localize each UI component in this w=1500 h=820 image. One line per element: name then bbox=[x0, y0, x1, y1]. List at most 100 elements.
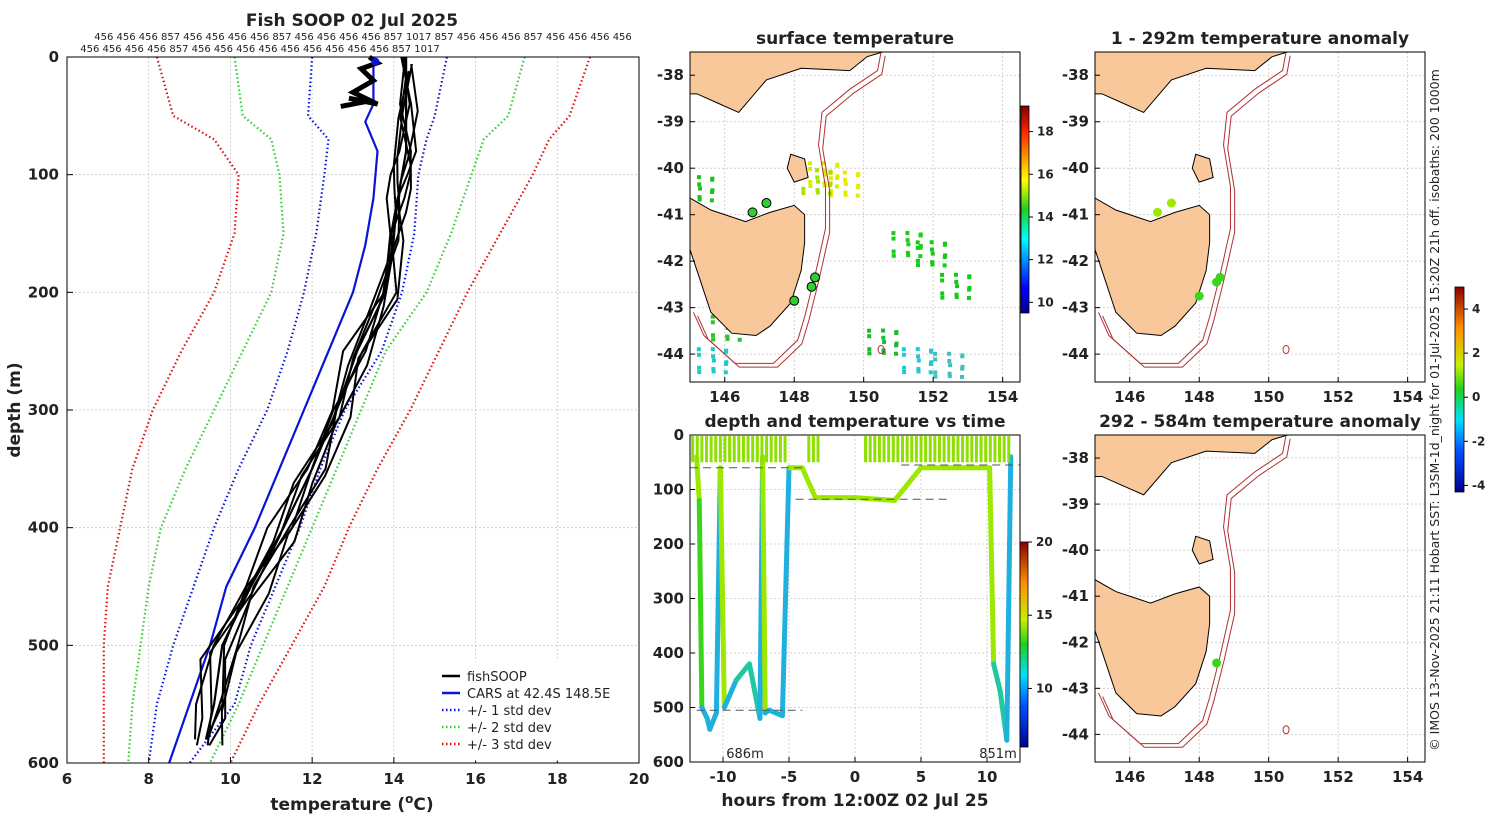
seamount bbox=[1282, 344, 1290, 354]
sst-pixel bbox=[929, 240, 934, 245]
x-tick-label: 14 bbox=[383, 770, 404, 788]
sst-pixel bbox=[940, 272, 945, 277]
sst-pixel bbox=[801, 186, 806, 191]
anomaly-colorbar-ticks: -4 -2 0 2 4 bbox=[1464, 302, 1485, 492]
series--2-std-dev-high- bbox=[209, 56, 526, 764]
flinders-island bbox=[1191, 153, 1214, 183]
anomaly-bottom-panel: 292 - 584m temperature anomaly 146 148 150… bbox=[1062, 412, 1426, 786]
sst-pixel bbox=[815, 175, 820, 180]
sst-pixel bbox=[697, 197, 702, 202]
station-marker bbox=[1212, 658, 1222, 668]
time-trace-segment bbox=[733, 661, 752, 683]
map-x-tick-label: 154 bbox=[987, 388, 1018, 406]
profile-xlabel: temperature (oC) bbox=[270, 792, 433, 815]
sst-pixel bbox=[710, 189, 715, 194]
x-tick-label: 20 bbox=[629, 770, 650, 788]
sst-pixel bbox=[829, 193, 834, 198]
map-x-tick-label: 150 bbox=[848, 388, 879, 406]
sst-pixel bbox=[940, 291, 945, 296]
sst-pixel bbox=[815, 188, 820, 193]
sst-pixel bbox=[829, 189, 834, 194]
mainland-land bbox=[1095, 435, 1290, 496]
sst-pixel bbox=[709, 198, 714, 203]
sst-pixel bbox=[891, 253, 896, 258]
map-y-tick-label: -39 bbox=[1062, 113, 1089, 131]
sst-pixel bbox=[933, 351, 938, 356]
station-line-2: 456 456 456 456 857 456 456 456 456 456 … bbox=[80, 44, 439, 55]
anomaly-colorbar bbox=[1454, 286, 1465, 493]
colorbar-tick-label: -4 bbox=[1472, 478, 1485, 492]
sst-pixel bbox=[828, 183, 833, 188]
sst-pixel bbox=[947, 371, 952, 376]
flinders-island bbox=[786, 153, 809, 183]
colorbar-tick-label: 18 bbox=[1037, 125, 1054, 139]
map-frame bbox=[1094, 434, 1426, 763]
sst-pixel bbox=[960, 366, 965, 371]
map-y-tick-label: -39 bbox=[1062, 495, 1089, 513]
time-colorbar-ticks: 10 15 20 bbox=[1028, 535, 1053, 695]
time-trace-segment bbox=[1004, 454, 1014, 743]
sst-pixel bbox=[902, 369, 907, 374]
sst-pixel bbox=[697, 369, 702, 374]
sst-pixel bbox=[842, 170, 847, 175]
sst-pixel bbox=[711, 354, 716, 359]
seamount bbox=[1282, 725, 1290, 735]
sst-pixel bbox=[933, 357, 938, 362]
map-y-tick-label: -43 bbox=[1062, 299, 1089, 317]
sst-pixel bbox=[916, 354, 921, 359]
station-marker bbox=[1153, 207, 1163, 217]
sst-pixel bbox=[940, 295, 945, 300]
sst-pixel bbox=[737, 337, 742, 342]
map-y-tick-label: -42 bbox=[1062, 633, 1089, 651]
sst-pixel bbox=[808, 179, 813, 184]
time-trace-segment bbox=[987, 465, 997, 667]
sst-pixel bbox=[893, 351, 898, 356]
sst-pixel bbox=[959, 374, 964, 379]
sst-pixel bbox=[710, 320, 715, 325]
sst-pixel bbox=[822, 168, 827, 173]
x-tick-label: 6 bbox=[62, 770, 72, 788]
station-marker bbox=[1215, 272, 1225, 282]
sst-pixel bbox=[696, 352, 701, 357]
sst-pixel bbox=[929, 247, 934, 252]
map-y-tick-label: -40 bbox=[1062, 159, 1089, 177]
map-y-tick-label: -39 bbox=[657, 113, 684, 131]
map-content bbox=[1095, 435, 1425, 762]
colorbar-tick-label: 4 bbox=[1472, 302, 1480, 316]
sst-pixel bbox=[930, 260, 935, 265]
colorbar-tick-label: 16 bbox=[1037, 167, 1054, 181]
time-y-tick-label: 300 bbox=[653, 590, 684, 608]
sst-pixel bbox=[918, 233, 923, 238]
map-y-tick-label: -43 bbox=[1062, 679, 1089, 697]
series--2-std-dev-low- bbox=[127, 56, 285, 764]
sst-pixel bbox=[947, 351, 952, 356]
sst-pixel bbox=[933, 370, 938, 375]
sst-pixel bbox=[940, 278, 945, 283]
map-y-tick-label: -44 bbox=[657, 345, 684, 363]
time-y-tick-label: 0 bbox=[674, 426, 684, 444]
sst-pixel bbox=[724, 349, 729, 354]
map-frame bbox=[1094, 51, 1426, 383]
legend-label-std1: +/- 1 std dev bbox=[467, 704, 552, 719]
time-trace-segment bbox=[721, 677, 739, 710]
sst-pixel bbox=[867, 328, 872, 333]
map-x-tick-label: 154 bbox=[1392, 388, 1423, 406]
sst-pixel bbox=[901, 352, 906, 357]
surface-colorbar bbox=[1020, 105, 1030, 314]
sst-pixel bbox=[711, 358, 716, 363]
fishsoop-cast bbox=[206, 63, 413, 746]
sst-pixel bbox=[905, 250, 910, 255]
colorbar-tick-label: -2 bbox=[1472, 434, 1485, 448]
y-tick-label: 0 bbox=[49, 48, 59, 66]
sst-pixel bbox=[933, 374, 938, 379]
y-tick-label: 300 bbox=[28, 401, 59, 419]
sst-pixel bbox=[967, 287, 972, 292]
sst-pixel bbox=[905, 230, 910, 235]
station-marker bbox=[810, 272, 821, 283]
time-title: depth and temperature vs time bbox=[705, 412, 1006, 432]
time-y-tick-label: 100 bbox=[653, 481, 684, 499]
sst-pixel bbox=[881, 350, 886, 355]
sst-pixel bbox=[697, 186, 702, 191]
colorbar-tick-label: 0 bbox=[1472, 390, 1480, 404]
map-y-tick-label: -41 bbox=[657, 206, 684, 224]
